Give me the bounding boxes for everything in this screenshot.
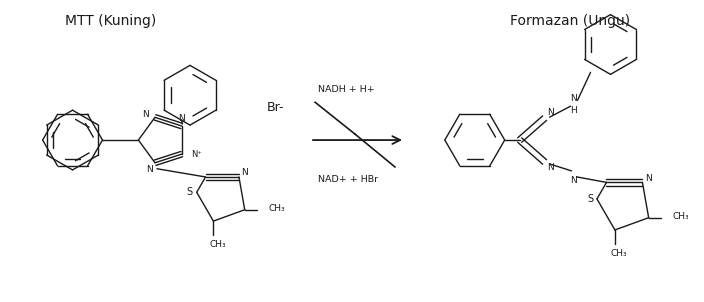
Text: N: N <box>178 114 185 123</box>
Text: H: H <box>570 106 577 115</box>
Text: N⁺: N⁺ <box>191 149 201 159</box>
Text: CH₃: CH₃ <box>610 249 627 258</box>
Text: S: S <box>187 187 193 197</box>
Text: Formazan (Ungu): Formazan (Ungu) <box>510 14 629 27</box>
Text: N: N <box>645 174 652 183</box>
Text: N: N <box>241 169 249 178</box>
Text: NADH + H+: NADH + H+ <box>318 85 375 94</box>
Text: NAD+ + HBr: NAD+ + HBr <box>318 175 378 184</box>
Text: CH₃: CH₃ <box>672 212 689 221</box>
Text: S: S <box>587 194 593 204</box>
Text: MTT (Kuning): MTT (Kuning) <box>65 14 156 27</box>
Text: N: N <box>570 94 577 103</box>
Text: N: N <box>547 108 554 117</box>
Text: CH₃: CH₃ <box>269 204 285 213</box>
Text: N: N <box>146 165 153 174</box>
Text: N: N <box>547 163 554 172</box>
Text: CH₃: CH₃ <box>209 240 226 249</box>
Text: Br-: Br- <box>266 101 284 114</box>
Text: N: N <box>143 110 149 119</box>
Text: N: N <box>570 176 577 185</box>
